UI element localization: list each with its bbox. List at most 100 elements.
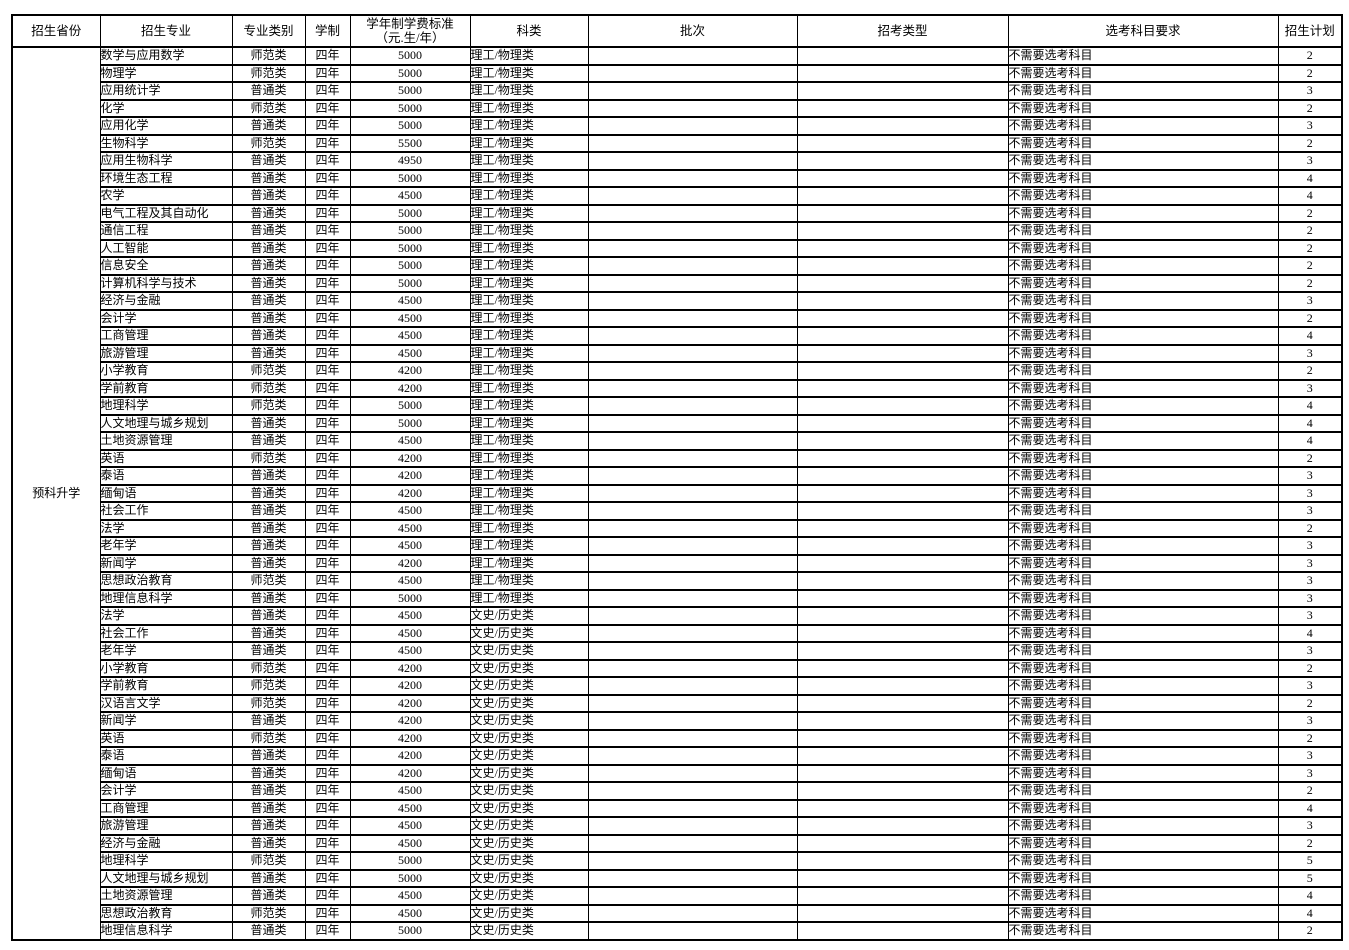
header-exam-type: 招考类型: [796, 14, 1009, 48]
cell-subject-requirement: 不需要选考科目: [1007, 343, 1279, 363]
cell-exam-type: [796, 816, 1009, 836]
cell-subject-requirement: 不需要选考科目: [1007, 308, 1279, 328]
table-row: 新闻学 普通类 四年 4200 文史/历史类 不需要选考科目 3: [12, 711, 1343, 731]
cell-category: 师范类: [231, 396, 306, 416]
cell-tuition: 5000: [349, 588, 471, 608]
table-row: 汉语言文学 师范类 四年 4200 文史/历史类 不需要选考科目 2: [12, 693, 1343, 713]
cell-subject-class: 文史/历史类: [469, 921, 589, 941]
table-row: 电气工程及其自动化 普通类 四年 5000 理工/物理类 不需要选考科目 2: [12, 203, 1343, 223]
table-row: 缅甸语 普通类 四年 4200 文史/历史类 不需要选考科目 3: [12, 763, 1343, 783]
cell-plan-count: 3: [1277, 291, 1343, 311]
cell-major: 土地资源管理: [99, 431, 233, 451]
cell-batch: [587, 431, 798, 451]
cell-category: 师范类: [231, 658, 306, 678]
cell-batch: [587, 781, 798, 801]
cell-subject-requirement: 不需要选考科目: [1007, 798, 1279, 818]
cell-plan-count: 4: [1277, 413, 1343, 433]
cell-duration: 四年: [304, 361, 351, 381]
cell-subject-class: 文史/历史类: [469, 658, 589, 678]
cell-subject-requirement: 不需要选考科目: [1007, 448, 1279, 468]
cell-major: 汉语言文学: [99, 693, 233, 713]
cell-tuition: 5000: [349, 116, 471, 136]
cell-batch: [587, 816, 798, 836]
cell-tuition: 5000: [349, 98, 471, 118]
cell-category: 普通类: [231, 116, 306, 136]
cell-tuition: 4200: [349, 763, 471, 783]
cell-duration: 四年: [304, 781, 351, 801]
cell-exam-type: [796, 536, 1009, 556]
cell-exam-type: [796, 921, 1009, 941]
cell-duration: 四年: [304, 431, 351, 451]
cell-duration: 四年: [304, 221, 351, 241]
cell-category: 普通类: [231, 413, 306, 433]
cell-major: 生物科学: [99, 133, 233, 153]
cell-exam-type: [796, 763, 1009, 783]
cell-exam-type: [796, 273, 1009, 293]
cell-subject-class: 文史/历史类: [469, 676, 589, 696]
cell-tuition: 4200: [349, 693, 471, 713]
admissions-plan-table: 招生省份 招生专业 专业类别 学制 学年制学费标准 （元.生/年） 科类 批次 …: [11, 14, 1343, 941]
cell-category: 师范类: [231, 676, 306, 696]
cell-category: 普通类: [231, 886, 306, 906]
cell-subject-class: 理工/物理类: [469, 116, 589, 136]
cell-plan-count: 5: [1277, 868, 1343, 888]
cell-plan-count: 2: [1277, 238, 1343, 258]
cell-subject-requirement: 不需要选考科目: [1007, 63, 1279, 83]
cell-category: 普通类: [231, 606, 306, 626]
cell-plan-count: 4: [1277, 798, 1343, 818]
cell-batch: [587, 886, 798, 906]
cell-major: 数学与应用数学: [99, 46, 233, 66]
cell-subject-requirement: 不需要选考科目: [1007, 903, 1279, 923]
cell-subject-requirement: 不需要选考科目: [1007, 466, 1279, 486]
cell-duration: 四年: [304, 833, 351, 853]
cell-duration: 四年: [304, 553, 351, 573]
cell-exam-type: [796, 501, 1009, 521]
cell-exam-type: [796, 448, 1009, 468]
cell-duration: 四年: [304, 693, 351, 713]
cell-plan-count: 2: [1277, 46, 1343, 66]
table-row: 老年学 普通类 四年 4500 理工/物理类 不需要选考科目 3: [12, 536, 1343, 556]
cell-subject-requirement: 不需要选考科目: [1007, 518, 1279, 538]
cell-exam-type: [796, 588, 1009, 608]
cell-batch: [587, 448, 798, 468]
cell-subject-class: 文史/历史类: [469, 711, 589, 731]
cell-exam-type: [796, 833, 1009, 853]
cell-exam-type: [796, 221, 1009, 241]
cell-category: 普通类: [231, 81, 306, 101]
cell-duration: 四年: [304, 658, 351, 678]
cell-subject-requirement: 不需要选考科目: [1007, 46, 1279, 66]
cell-exam-type: [796, 81, 1009, 101]
cell-category: 普通类: [231, 238, 306, 258]
cell-plan-count: 3: [1277, 81, 1343, 101]
cell-exam-type: [796, 483, 1009, 503]
cell-tuition: 5500: [349, 133, 471, 153]
cell-tuition: 4950: [349, 151, 471, 171]
cell-exam-type: [796, 641, 1009, 661]
cell-exam-type: [796, 63, 1009, 83]
cell-batch: [587, 361, 798, 381]
cell-major: 泰语: [99, 746, 233, 766]
cell-duration: 四年: [304, 483, 351, 503]
cell-major: 地理科学: [99, 396, 233, 416]
cell-subject-class: 文史/历史类: [469, 641, 589, 661]
table-row: 工商管理 普通类 四年 4500 理工/物理类 不需要选考科目 4: [12, 326, 1343, 346]
cell-subject-requirement: 不需要选考科目: [1007, 676, 1279, 696]
cell-tuition: 5000: [349, 221, 471, 241]
cell-major: 化学: [99, 98, 233, 118]
cell-batch: [587, 658, 798, 678]
table-row: 小学教育 师范类 四年 4200 理工/物理类 不需要选考科目 2: [12, 361, 1343, 381]
cell-exam-type: [796, 693, 1009, 713]
cell-subject-class: 理工/物理类: [469, 168, 589, 188]
table-row: 法学 普通类 四年 4500 文史/历史类 不需要选考科目 3: [12, 606, 1343, 626]
cell-exam-type: [796, 343, 1009, 363]
cell-subject-requirement: 不需要选考科目: [1007, 746, 1279, 766]
cell-category: 师范类: [231, 728, 306, 748]
cell-subject-class: 理工/物理类: [469, 256, 589, 276]
cell-batch: [587, 326, 798, 346]
cell-major: 法学: [99, 606, 233, 626]
cell-subject-class: 理工/物理类: [469, 483, 589, 503]
cell-subject-class: 理工/物理类: [469, 326, 589, 346]
cell-batch: [587, 256, 798, 276]
cell-exam-type: [796, 378, 1009, 398]
cell-batch: [587, 396, 798, 416]
